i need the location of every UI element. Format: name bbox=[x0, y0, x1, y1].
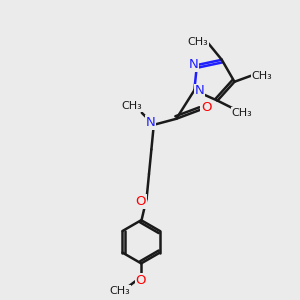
Text: O: O bbox=[135, 274, 146, 287]
Text: CH₃: CH₃ bbox=[122, 101, 142, 111]
Text: CH₃: CH₃ bbox=[109, 286, 130, 296]
Text: N: N bbox=[146, 116, 156, 129]
Text: N: N bbox=[188, 58, 198, 71]
Text: O: O bbox=[201, 101, 211, 114]
Text: O: O bbox=[135, 195, 146, 208]
Text: CH₃: CH₃ bbox=[251, 71, 272, 81]
Text: N: N bbox=[195, 84, 205, 98]
Text: CH₃: CH₃ bbox=[231, 108, 252, 118]
Text: CH₃: CH₃ bbox=[188, 37, 208, 47]
